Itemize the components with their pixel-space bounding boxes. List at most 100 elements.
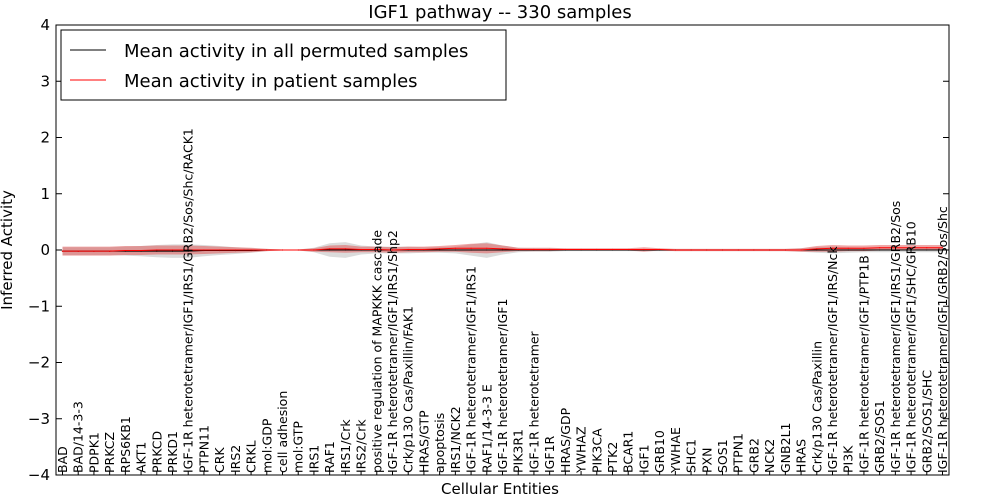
data-point <box>611 248 614 251</box>
data-point <box>329 248 331 250</box>
data-point <box>140 249 142 252</box>
data-point <box>156 249 158 251</box>
data-point <box>533 248 535 251</box>
data-point <box>219 249 221 251</box>
entity-label: IGF-1R heterotetramer/IGF1/PTP1B <box>856 255 871 473</box>
data-point <box>423 248 425 251</box>
data-point <box>863 249 865 251</box>
entity-label: PTK2 <box>605 442 620 473</box>
entity-label: RAF1 <box>322 441 337 473</box>
entity-label: PI3K <box>841 445 856 473</box>
data-point <box>234 249 236 251</box>
data-point <box>863 247 865 249</box>
y-axis: −4 −3 −2 −1 0 1 2 3 4 <box>28 16 949 484</box>
entity-label: IGF-1R heterotetramer/IGF1/IRS/Nck <box>825 246 840 473</box>
x-axis-title: Cellular Entities <box>441 480 559 498</box>
plot-area <box>61 242 944 258</box>
entity-label: IRS1/Crk <box>338 419 353 473</box>
entity-label: GRB2/SOS1 <box>872 400 887 473</box>
data-point <box>894 247 896 249</box>
entity-label: IGF-1R heterotetramer/IGF1/IRS1/GRB2/Sos… <box>181 128 196 473</box>
data-point <box>376 248 378 251</box>
data-point <box>109 250 111 252</box>
data-point <box>847 249 849 251</box>
entity-label: HRAS/GTP <box>416 410 431 473</box>
entity-label: PRKCD <box>149 431 164 473</box>
data-point <box>816 248 818 250</box>
data-point <box>360 248 362 251</box>
y-tick-label: −1 <box>28 297 50 315</box>
entity-label: Crk/p130 Cas/Paxillin/FAK1 <box>401 306 416 473</box>
entity-label: PDPK1 <box>86 432 101 473</box>
entity-label: SHC1 <box>684 439 699 473</box>
legend-label-permuted: Mean activity in all permuted samples <box>124 41 468 62</box>
data-point <box>910 247 912 249</box>
data-point <box>171 249 174 251</box>
data-point <box>329 249 331 251</box>
entity-label: PTPN1 <box>731 433 746 473</box>
entity-label: IGF-1R heterotetramer/IGF1/SHC/GRB10 <box>904 221 919 473</box>
data-point <box>187 249 189 251</box>
entity-label: BAD <box>55 446 70 473</box>
data-point <box>407 248 409 251</box>
data-point <box>454 249 456 251</box>
data-point <box>784 249 786 251</box>
entity-label: PTPN11 <box>196 425 211 473</box>
y-tick-label: −4 <box>28 466 50 484</box>
data-point <box>517 248 519 251</box>
data-point <box>659 248 661 251</box>
entity-label: RPS6KB1 <box>118 416 133 473</box>
entity-label: GRB2 <box>746 438 761 473</box>
legend-label-patient: Mean activity in patient samples <box>124 71 418 92</box>
entity-label: SOS1 <box>715 439 730 473</box>
y-tick-label: −2 <box>28 354 50 372</box>
entity-label: AKT1 <box>134 442 149 473</box>
entity-label: NCK2 <box>762 439 777 473</box>
data-point <box>187 250 189 252</box>
entity-label: IGF-1R heterotetramer <box>526 330 541 473</box>
data-point <box>910 249 912 251</box>
entity-label: YWHAZ <box>574 426 589 474</box>
data-point <box>93 250 95 252</box>
data-point <box>156 250 158 252</box>
legend-box <box>60 29 507 101</box>
data-point <box>894 249 896 251</box>
data-point <box>926 247 928 249</box>
data-point <box>753 249 755 251</box>
data-point <box>926 249 928 251</box>
entity-label: PXN <box>699 448 714 473</box>
data-point <box>171 250 174 252</box>
data-point <box>344 248 346 250</box>
data-point <box>501 249 504 251</box>
data-point <box>674 249 676 251</box>
data-point <box>391 249 394 251</box>
entity-label: IRS1 <box>306 445 321 473</box>
entity-label: IRS2/Crk <box>354 419 369 473</box>
entity-label: IGF1 <box>636 444 651 473</box>
entity-label: apoptosis <box>432 413 447 473</box>
entity-label: GNB2L1 <box>778 423 793 473</box>
entity-label: CRKL <box>244 440 259 473</box>
data-point <box>879 247 881 249</box>
y-tick-label: 4 <box>40 16 50 34</box>
data-point <box>124 249 126 252</box>
data-point <box>831 247 834 249</box>
data-point <box>690 249 692 251</box>
data-point <box>847 247 849 249</box>
data-point <box>439 249 441 251</box>
entity-label: IGF-1R heterotetramer/IGF1/IRS1/Shp2 <box>385 230 400 473</box>
data-point <box>769 249 771 251</box>
data-point <box>454 247 456 249</box>
y-tick-label: 0 <box>40 241 50 259</box>
data-point <box>250 249 252 251</box>
entity-label: IGF-1R heterotetramer/IGF1 <box>495 299 510 473</box>
data-point <box>721 249 724 251</box>
data-point <box>706 249 708 251</box>
data-point <box>596 248 598 251</box>
data-point <box>486 249 488 251</box>
data-point <box>941 249 944 251</box>
entity-label: PRKD1 <box>165 431 180 473</box>
data-point <box>643 248 645 251</box>
data-point <box>627 248 629 251</box>
